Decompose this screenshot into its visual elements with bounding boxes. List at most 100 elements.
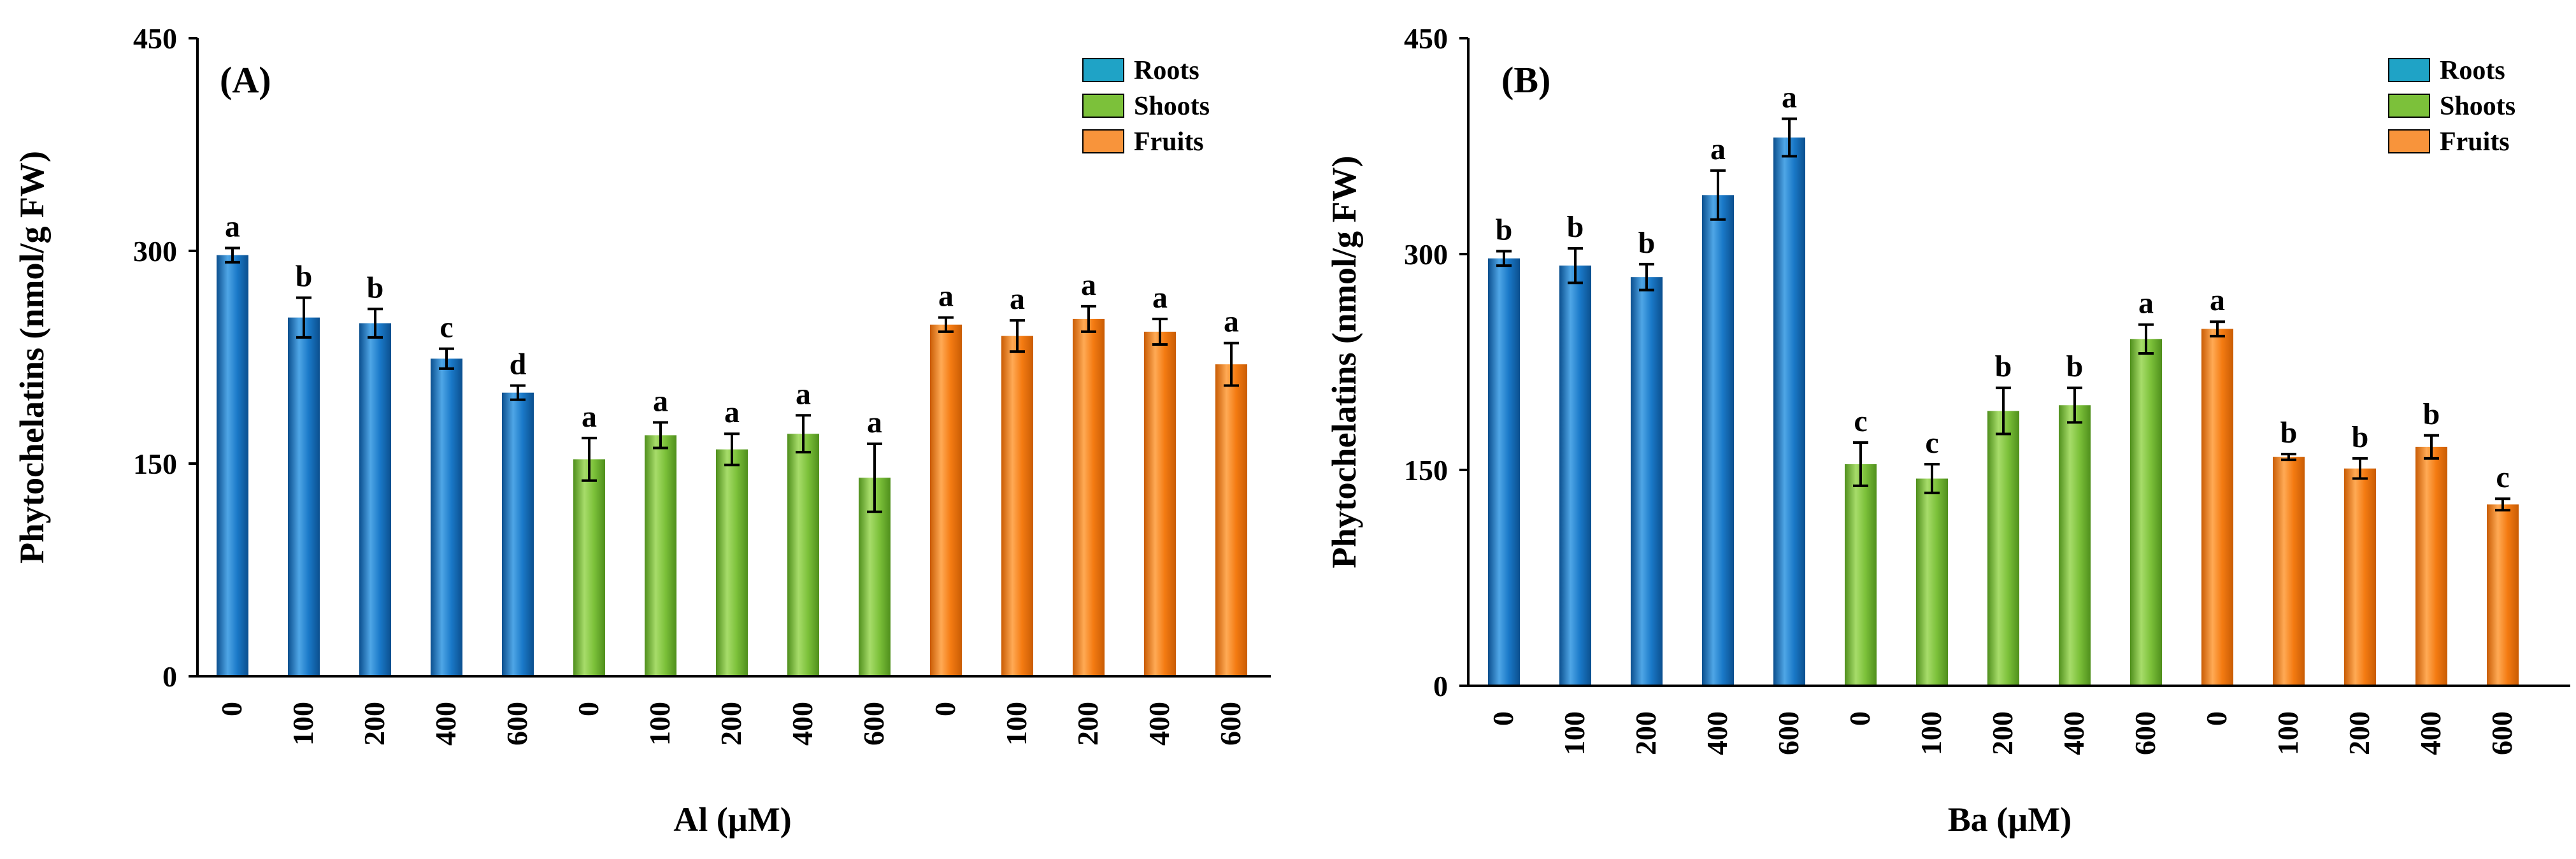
significance-letter: b <box>1638 226 1656 260</box>
x-tick-label: 400 <box>786 702 819 746</box>
significance-letter: c <box>1925 426 1938 460</box>
legend-fruits-label: Fruits <box>1134 127 1204 157</box>
y-tick-label: 300 <box>1404 238 1448 271</box>
significance-letter: a <box>1081 268 1096 302</box>
significance-letter: a <box>938 280 954 313</box>
x-tick-label: 400 <box>2414 711 2447 755</box>
error-bar <box>2424 434 2439 460</box>
significance-letter: c <box>2496 460 2509 494</box>
x-tick-label: 0 <box>2200 711 2233 726</box>
x-tick-label: 100 <box>1558 711 1591 755</box>
legend-fruits-swatch <box>1082 129 1124 153</box>
error-bar <box>225 246 240 264</box>
error-bar <box>653 421 668 450</box>
significance-letter: a <box>724 395 740 429</box>
error-bar <box>1496 250 1512 267</box>
panel-b-x-ticks: 0 100 200 400 600 0 100 200 400 600 0 100 200 400 600 <box>1487 711 2518 755</box>
significance-letter: a <box>796 377 811 411</box>
significance-letter: d <box>510 348 527 381</box>
error-bar <box>938 316 954 333</box>
legend-fruits-label: Fruits <box>2440 127 2510 157</box>
bar-shoots-400 <box>2059 405 2091 686</box>
error-bar <box>1152 317 1168 346</box>
x-tick-label: 600 <box>2129 711 2161 755</box>
bar-shoots-0 <box>573 459 605 676</box>
x-tick-label: 100 <box>287 702 319 746</box>
x-tick-label: 200 <box>2343 711 2375 755</box>
x-tick-label: 600 <box>1214 702 1247 746</box>
legend-roots-label: Roots <box>2440 56 2505 85</box>
significance-letter: b <box>1496 213 1513 246</box>
bar-roots-100 <box>1559 266 1591 686</box>
significance-letter: a <box>2210 283 2225 317</box>
significance-letter: a <box>653 384 668 418</box>
error-bar <box>1010 319 1025 353</box>
significance-letter: b <box>1995 350 2012 383</box>
bar-fruits-200 <box>2344 468 2376 686</box>
bar-shoots-0 <box>1845 464 1877 686</box>
error-bar <box>1224 341 1239 387</box>
legend-fruits-swatch <box>2388 129 2430 153</box>
bar-shoots-200 <box>1987 411 2019 686</box>
bar-fruits-400 <box>1144 331 1176 676</box>
panel-b-y-ticks: 0 150 300 450 <box>1404 22 1468 702</box>
significance-letter: b <box>2066 350 2084 383</box>
significance-letter: a <box>1010 282 1025 316</box>
bar-shoots-400 <box>787 434 819 676</box>
panel-a-x-ticks: 0 100 200 400 600 0 100 200 400 600 0 100 200 400 600 <box>215 702 1247 746</box>
x-tick-label: 100 <box>2272 711 2304 755</box>
bar-fruits-600 <box>1215 364 1247 676</box>
y-tick-label: 0 <box>162 660 177 693</box>
x-tick-label: 400 <box>1143 702 1175 746</box>
significance-letter: a <box>582 400 597 434</box>
significance-letter: a <box>1152 281 1168 315</box>
panel-a-y-ticks: 0 150 300 450 <box>133 22 197 693</box>
significance-letter: b <box>2423 397 2440 431</box>
bar-roots-400 <box>431 359 462 676</box>
x-tick-label: 0 <box>572 702 605 716</box>
panel-b-error-bars <box>1496 117 2510 512</box>
error-bar <box>867 442 882 513</box>
error-bar <box>796 414 811 454</box>
bar-fruits-0 <box>2201 329 2233 686</box>
error-bar <box>510 384 526 401</box>
panel-b-bars <box>1488 137 2519 686</box>
significance-letter: a <box>2138 287 2154 320</box>
error-bar <box>1782 117 1797 158</box>
x-tick-label: 100 <box>1000 702 1033 746</box>
bar-fruits-200 <box>1073 318 1105 676</box>
error-bar <box>1710 169 1726 221</box>
panel-b-y-title: Phytochelatins (nmol/g FW) <box>1325 156 1363 569</box>
error-bar <box>2138 323 2154 355</box>
bar-roots-400 <box>1702 195 1734 686</box>
significance-letter: c <box>1854 404 1867 438</box>
bar-roots-600 <box>502 392 534 676</box>
panel-b-significance-letters: b b b a a c c b b a a b b b c <box>1496 81 2510 495</box>
error-bar <box>368 308 383 339</box>
y-tick-label: 150 <box>1404 454 1448 486</box>
bar-roots-200 <box>1631 277 1663 686</box>
error-bar <box>1639 262 1654 292</box>
bar-shoots-100 <box>1916 478 1948 686</box>
x-tick-label: 200 <box>1629 711 1662 755</box>
x-tick-label: 200 <box>358 702 390 746</box>
bar-roots-600 <box>1773 137 1805 686</box>
bar-roots-0 <box>217 255 248 676</box>
x-tick-label: 200 <box>1071 702 1104 746</box>
legend-roots-swatch <box>2388 58 2430 82</box>
error-bar <box>439 347 454 370</box>
bar-fruits-100 <box>2273 457 2305 686</box>
panel-b-label: (B) <box>1501 59 1550 101</box>
significance-letter: b <box>2280 416 2298 450</box>
bar-fruits-100 <box>1001 336 1033 676</box>
error-bar <box>2495 497 2510 512</box>
bar-fruits-600 <box>2487 504 2519 686</box>
error-bar <box>582 436 597 482</box>
legend-roots-swatch <box>1082 58 1124 82</box>
error-bar <box>1996 387 2011 436</box>
y-tick-label: 450 <box>1404 22 1448 55</box>
bar-roots-100 <box>288 317 320 676</box>
panel-a: a b b c d a a a a a a a a a a 0 150 300 450 0 100 200 400 600… <box>13 22 1271 839</box>
legend-shoots-swatch <box>2388 94 2430 118</box>
